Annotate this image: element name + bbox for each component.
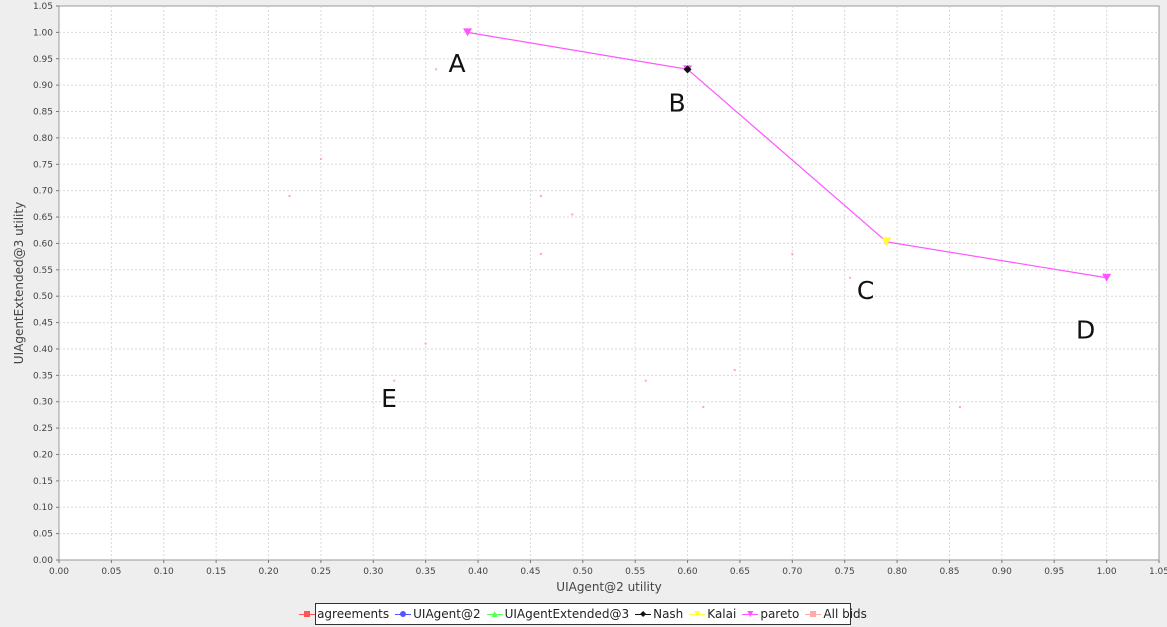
annotation-layer: A B C D E (381, 49, 1095, 413)
y-tick-label: 0.20 (33, 450, 53, 460)
scatter-plot: 0.00 0.05 0.10 0.15 0.20 0.25 0.30 0.35 0.40 0.45… (12, 2, 1167, 594)
x-tick-label: 0.60 (678, 567, 698, 577)
pareto-line (467, 31, 1107, 279)
x-tick-label: 0.90 (992, 567, 1012, 577)
x-tick-label: 0.10 (154, 567, 174, 577)
y-tick-label: 0.85 (33, 108, 53, 118)
y-tick-label: 0.40 (33, 345, 53, 355)
y-axis-title: UIAgentExtended@3 utility (12, 202, 26, 364)
y-tick-label: 0.00 (33, 556, 53, 566)
legend-swatch (395, 608, 412, 620)
x-tick-label: 0.25 (311, 567, 331, 577)
tick-layer: 0.00 0.05 0.10 0.15 0.20 0.25 0.30 0.35 0.40 0.45… (33, 2, 1167, 577)
y-tick-label: 0.55 (33, 266, 53, 276)
x-tick-label: 0.95 (1044, 567, 1064, 577)
all-bids-point (848, 276, 851, 279)
legend-label: Kalai (707, 607, 737, 621)
x-tick-label: 0.75 (835, 567, 855, 577)
legend-swatch (486, 608, 503, 620)
legend-label: UIAgentExtended@3 (504, 607, 630, 621)
legend-label: pareto (760, 607, 800, 621)
all-bids-point (539, 194, 542, 197)
all-bids-point (958, 405, 961, 408)
kalai-point (882, 237, 892, 246)
x-tick-label: 1.05 (1149, 567, 1167, 577)
annotation-label: E (381, 384, 397, 413)
y-tick-label: 0.10 (33, 503, 53, 513)
y-tick-label: 0.35 (33, 371, 53, 381)
y-tick-label: 0.70 (33, 187, 53, 197)
all-bids-point (424, 342, 427, 345)
all-bids-point (644, 379, 647, 382)
legend-item: All bids (805, 607, 867, 621)
y-tick-label: 0.30 (33, 398, 53, 408)
legend-item: Kalai (689, 607, 736, 621)
x-tick-label: 0.00 (49, 567, 69, 577)
all-bids-point (791, 252, 794, 255)
x-axis-title: UIAgent@2 utility (556, 580, 661, 594)
y-tick-label: 0.60 (33, 239, 53, 249)
series-layer (288, 28, 1112, 408)
annotation-label: B (669, 89, 686, 118)
x-tick-label: 0.05 (101, 567, 121, 577)
y-tick-label: 0.65 (33, 213, 53, 223)
grid-layer (59, 6, 1159, 560)
plot-area (58, 5, 1160, 561)
all-bids-point (319, 158, 322, 161)
x-tick-label: 0.50 (573, 567, 593, 577)
legend-item: UIAgentExtended@3 (486, 607, 630, 621)
legend-label: Nash (653, 607, 684, 621)
legend-label: agreements (317, 607, 390, 621)
annotation-label: A (449, 49, 466, 78)
x-tick-label: 0.40 (468, 567, 488, 577)
y-tick-label: 0.50 (33, 292, 53, 302)
x-tick-label: 0.55 (625, 567, 645, 577)
y-tick-label: 0.80 (33, 134, 53, 144)
y-tick-label: 0.95 (33, 55, 53, 65)
legend-swatch (805, 608, 822, 620)
legend-swatch (635, 608, 652, 620)
all-bids-point (702, 405, 705, 408)
x-tick-label: 0.45 (520, 567, 540, 577)
all-bids-point (571, 213, 574, 216)
annotation-label: C (857, 276, 874, 305)
x-tick-label: 0.30 (363, 567, 383, 577)
pareto-point (1102, 273, 1112, 282)
legend: agreements UIAgent@2 UIAgentExtended@3 Nash… (299, 603, 867, 625)
legend-item: pareto (742, 607, 799, 621)
all-bids-point (733, 369, 736, 372)
annotation-label: D (1076, 315, 1095, 344)
legend-label: UIAgent@2 (413, 607, 481, 621)
legend-item: Nash (635, 607, 683, 621)
x-tick-label: 0.20 (259, 567, 279, 577)
y-tick-label: 0.15 (33, 477, 53, 487)
x-tick-label: 0.35 (416, 567, 436, 577)
y-tick-label: 0.05 (33, 530, 53, 540)
x-tick-label: 0.65 (730, 567, 750, 577)
all-bids-point (539, 252, 542, 255)
y-tick-label: 0.90 (33, 81, 53, 91)
y-tick-label: 1.00 (33, 28, 53, 38)
x-tick-label: 0.80 (887, 567, 907, 577)
legend-swatch (742, 608, 759, 620)
x-tick-label: 0.70 (782, 567, 802, 577)
y-tick-label: 0.75 (33, 160, 53, 170)
nash-point (683, 65, 692, 74)
all-bids-point (435, 68, 438, 71)
legend-item: UIAgent@2 (395, 607, 481, 621)
legend-item: agreements (299, 607, 389, 621)
y-tick-label: 0.45 (33, 319, 53, 329)
all-bids-point (288, 194, 291, 197)
legend-label: All bids (823, 607, 867, 621)
legend-swatch (299, 608, 316, 620)
y-tick-label: 0.25 (33, 424, 53, 434)
legend-swatch (689, 608, 706, 620)
y-tick-label: 1.05 (33, 2, 53, 12)
pareto-point (463, 28, 473, 37)
x-tick-label: 0.85 (939, 567, 959, 577)
all-bids-point (393, 379, 396, 382)
x-tick-label: 1.00 (1097, 567, 1117, 577)
x-tick-label: 0.15 (206, 567, 226, 577)
